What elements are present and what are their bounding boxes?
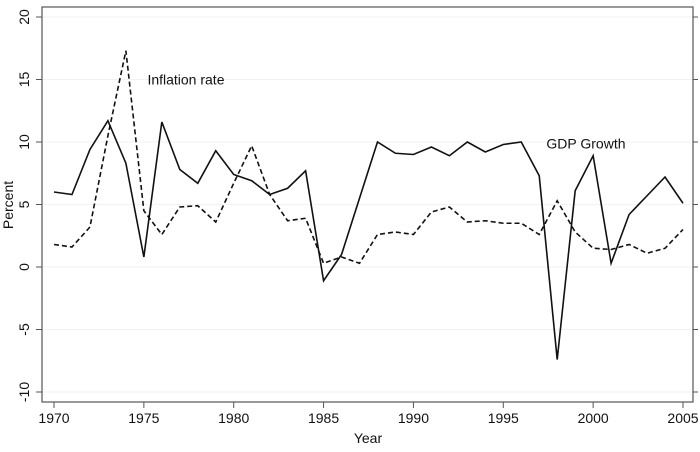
x-tick-label: 1985: [308, 410, 339, 426]
annotation-label: Inflation rate: [147, 72, 224, 88]
y-tick-label: 15: [16, 72, 32, 88]
x-tick-label: 1980: [218, 410, 249, 426]
x-tick-label: 1970: [38, 410, 69, 426]
y-tick-label: 10: [16, 134, 32, 150]
x-tick-label: 1995: [488, 410, 519, 426]
x-tick-label: 1990: [398, 410, 429, 426]
x-tick-label: 1975: [128, 410, 159, 426]
y-tick-label: -10: [16, 382, 32, 402]
x-axis-label: Year: [354, 430, 383, 446]
y-tick-label: 0: [16, 263, 32, 271]
y-tick-label: 20: [16, 9, 32, 25]
x-tick-label: 2005: [667, 410, 698, 426]
y-tick-label: 5: [16, 200, 32, 208]
x-axis: 1970 1975 1980 1985 1990 1995 2000 2005: [38, 402, 698, 426]
y-tick-label: -5: [16, 323, 32, 336]
annotation-label: GDP Growth: [546, 135, 625, 151]
grid-lines: [42, 17, 693, 392]
series-lines: [54, 51, 683, 360]
y-axis-label: Percent: [0, 181, 16, 229]
series-line-gdp-growth: [54, 121, 683, 360]
annotations: Inflation rate GDP Growth: [147, 72, 625, 152]
x-tick-label: 2000: [578, 410, 609, 426]
